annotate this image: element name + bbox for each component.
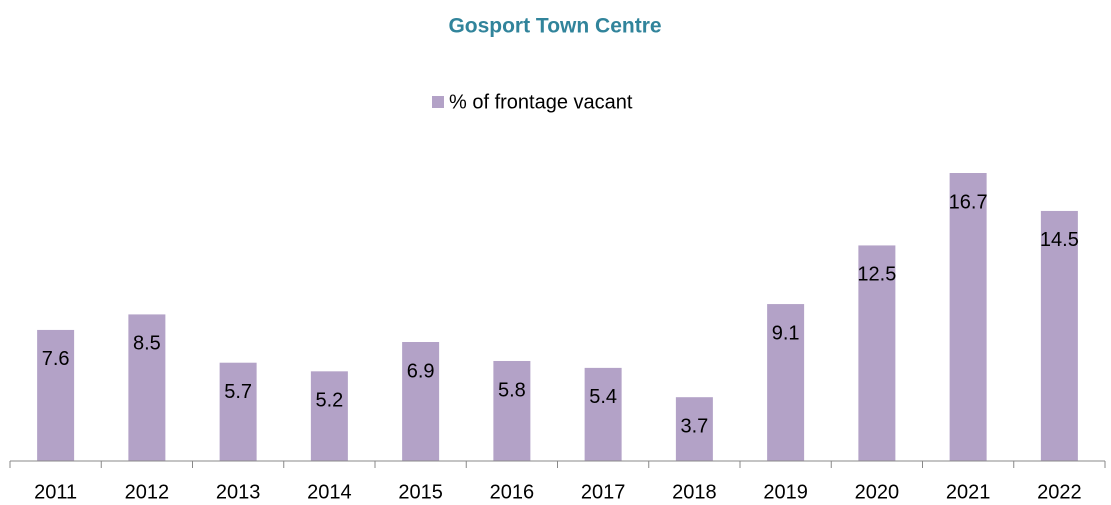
x-tick-label: 2015 xyxy=(398,481,443,503)
bar xyxy=(675,397,713,461)
bar xyxy=(767,304,805,461)
bar xyxy=(1040,210,1078,461)
bar xyxy=(402,342,440,461)
x-tick-label: 2016 xyxy=(490,481,535,503)
x-tick-label: 2012 xyxy=(125,481,170,503)
x-tick-label: 2021 xyxy=(946,481,991,503)
legend-label: % of frontage vacant xyxy=(449,91,633,113)
bar xyxy=(310,371,348,461)
data-label: 6.9 xyxy=(407,360,435,382)
x-tick-label: 2014 xyxy=(307,481,352,503)
data-label: 3.7 xyxy=(680,415,708,437)
x-tick-label: 2022 xyxy=(1037,481,1082,503)
data-label: 14.5 xyxy=(1040,229,1079,251)
chart-title: Gosport Town Centre xyxy=(448,15,661,38)
x-tick-label: 2019 xyxy=(763,481,808,503)
bar xyxy=(584,367,622,461)
x-tick-label: 2011 xyxy=(34,481,77,503)
x-tick-label: 2017 xyxy=(581,481,626,503)
data-label: 5.2 xyxy=(315,390,343,412)
data-label: 5.4 xyxy=(589,386,617,408)
bar xyxy=(858,245,896,461)
data-label: 9.1 xyxy=(772,322,800,344)
data-label: 5.8 xyxy=(498,379,526,401)
data-label: 12.5 xyxy=(857,264,896,286)
data-label: 16.7 xyxy=(949,191,988,213)
bar xyxy=(493,360,531,461)
bar xyxy=(949,173,987,461)
x-tick-label: 2020 xyxy=(855,481,900,503)
x-tick-label: 2018 xyxy=(672,481,717,503)
data-label: 5.7 xyxy=(224,381,252,403)
data-label: 7.6 xyxy=(42,348,70,370)
bar xyxy=(128,314,166,461)
x-tick-label: 2013 xyxy=(216,481,261,503)
bar xyxy=(219,362,257,461)
bar xyxy=(37,329,75,461)
data-label: 8.5 xyxy=(133,333,161,355)
legend-swatch xyxy=(432,96,444,108)
